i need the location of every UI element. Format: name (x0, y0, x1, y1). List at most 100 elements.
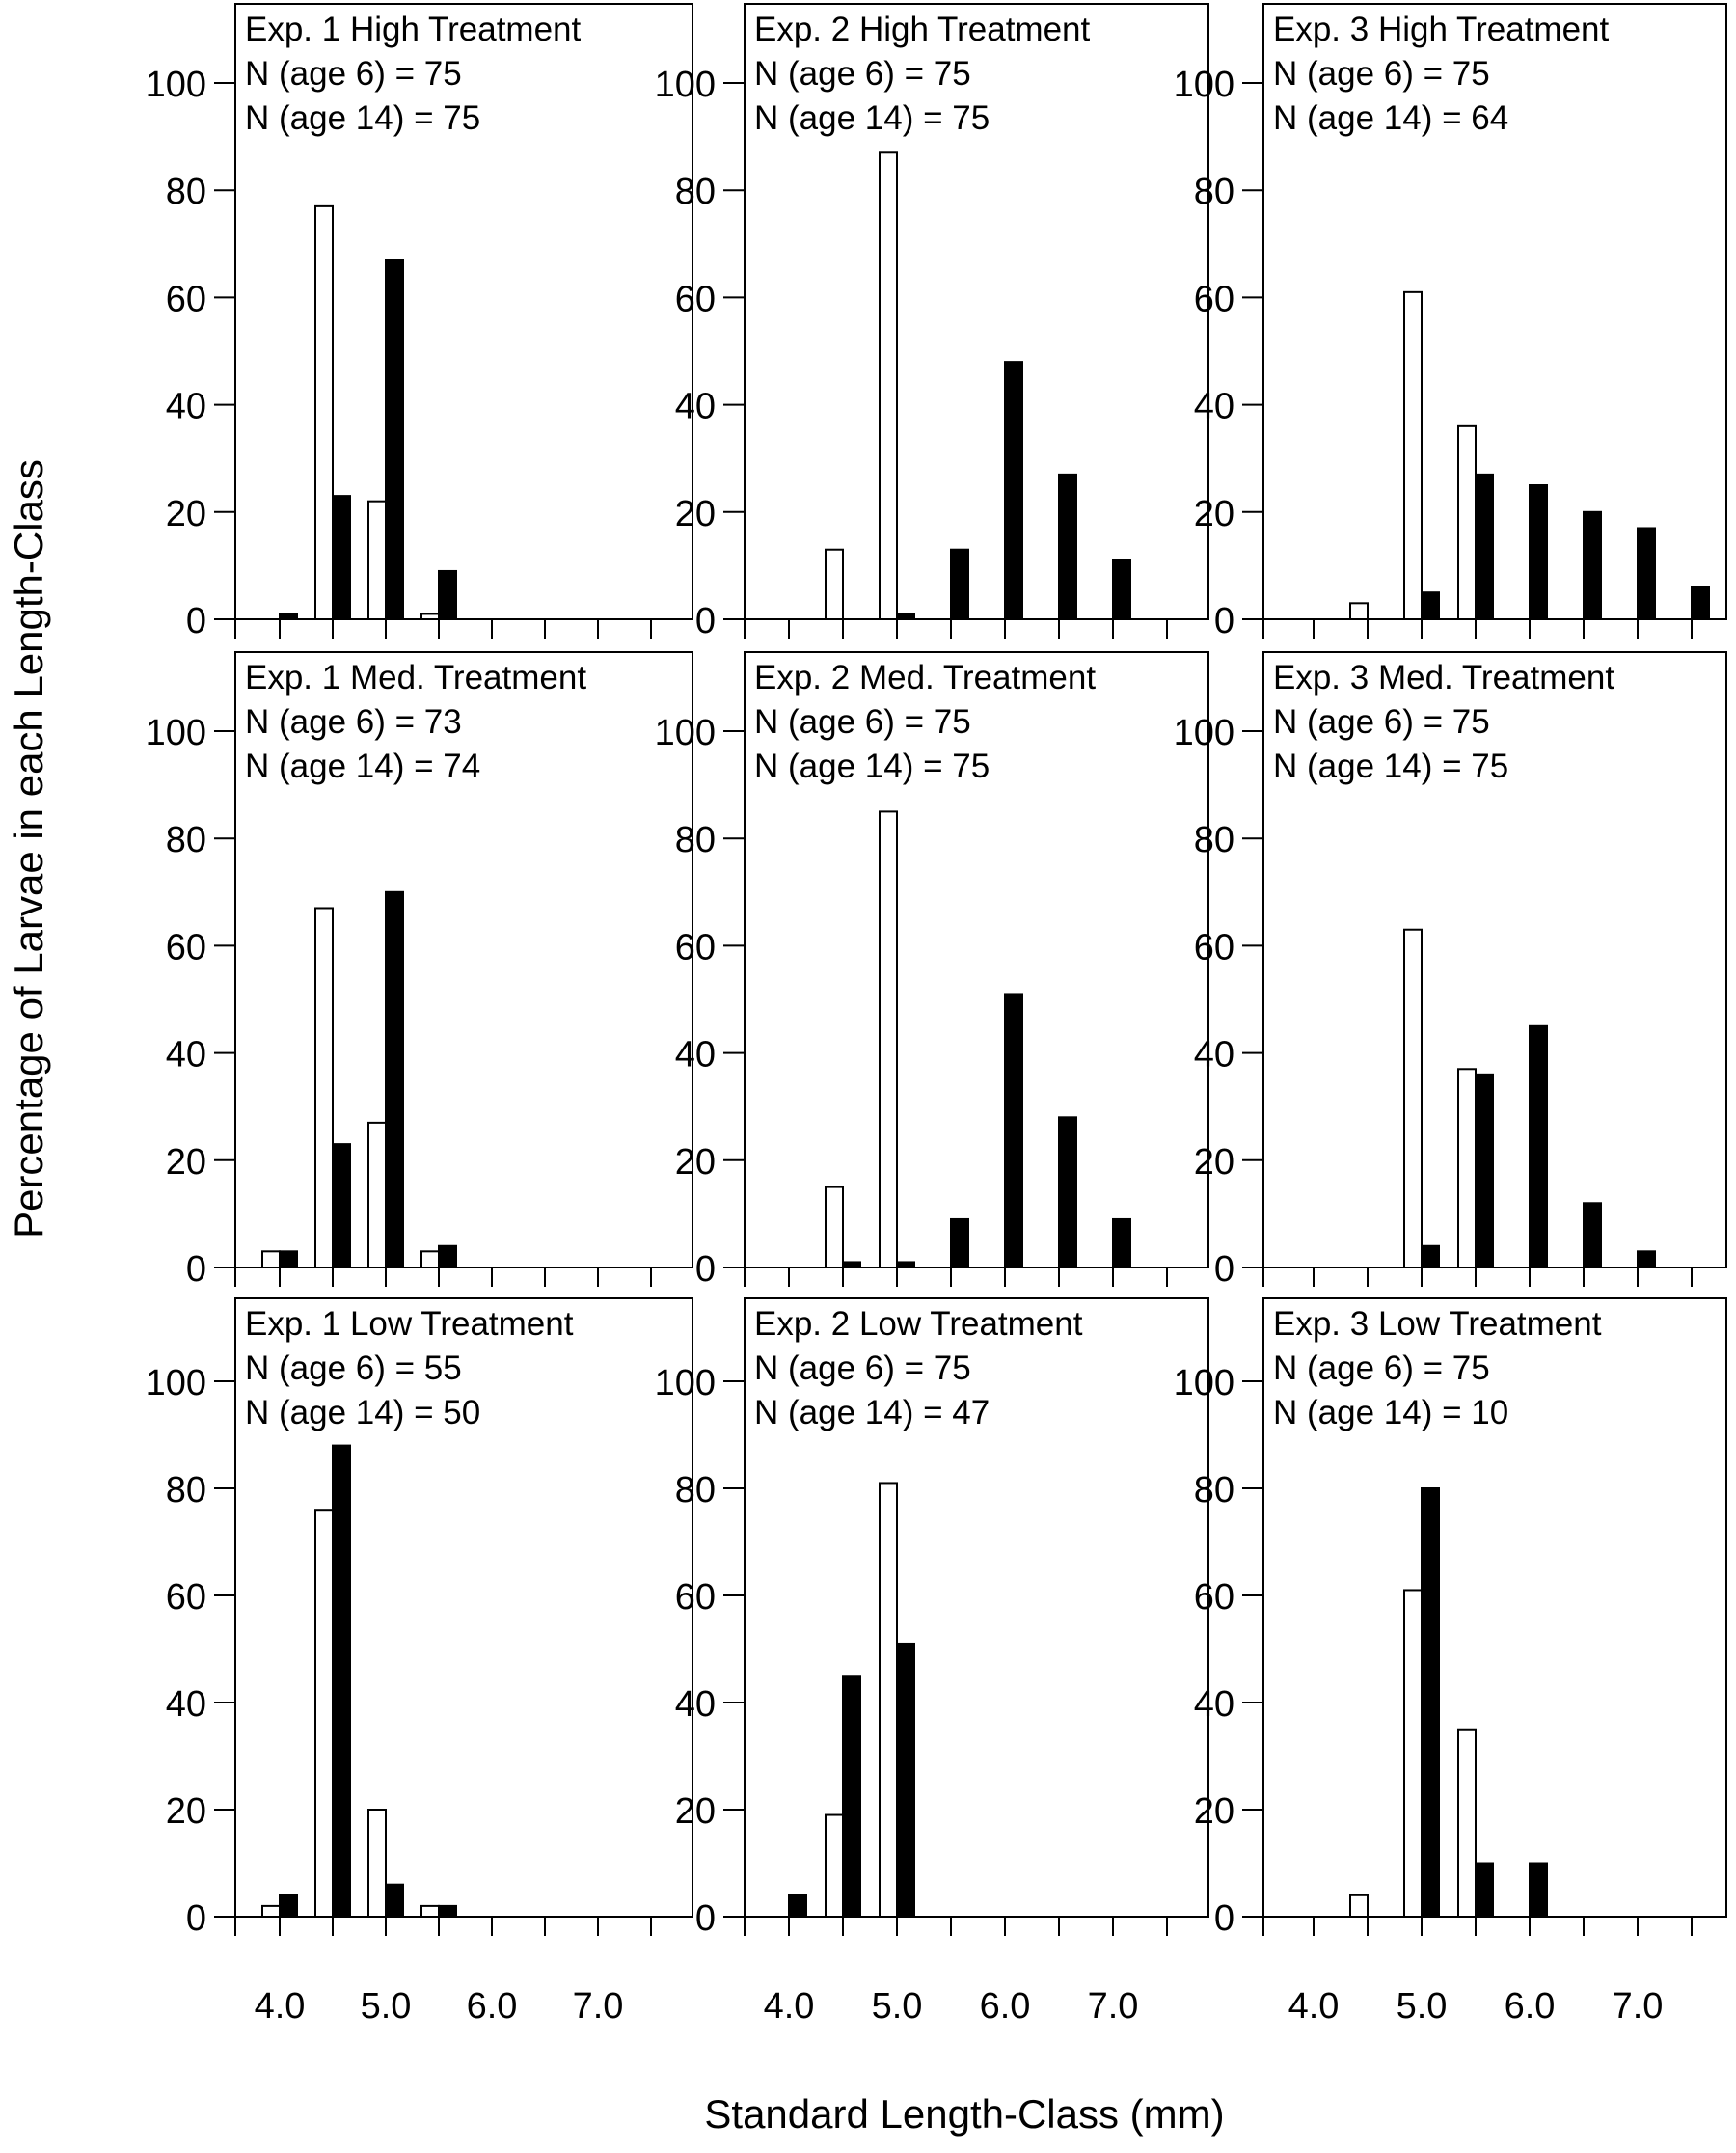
y-tick-label: 60 (166, 279, 206, 319)
bar-age14 (1112, 559, 1131, 621)
y-tick-label: 20 (675, 1791, 716, 1832)
x-tick-label: 4.0 (764, 1986, 815, 2027)
bar-age14 (1637, 527, 1656, 620)
n-age6-label: N (age 6) = 75 (1273, 55, 1490, 93)
bar-age6 (1403, 290, 1423, 620)
y-tick-label: 40 (1194, 1684, 1234, 1725)
y-tick-label: 20 (166, 1142, 206, 1183)
bar-age6 (420, 1250, 440, 1268)
panel-frame (744, 1297, 1209, 1918)
bar-age14 (842, 1261, 861, 1268)
y-tick-label: 60 (675, 279, 716, 319)
bar-age14 (332, 1143, 351, 1268)
y-tick-label: 20 (166, 494, 206, 534)
n-age14-label: N (age 14) = 75 (1273, 748, 1508, 785)
chart-panel: 0 20 40 60 80 100 4.0 5.0 6.0 7.0 Exp. 2 Low Treat… (655, 1297, 1209, 2027)
bar-age14 (279, 613, 298, 621)
bar-age14 (385, 259, 404, 620)
y-tick-label: 100 (1174, 65, 1234, 105)
y-tick-label: 0 (186, 601, 206, 641)
panel-title: Exp. 3 Med. Treatment (1273, 659, 1614, 696)
y-tick-label: 40 (675, 387, 716, 427)
chart-panel: 0 20 40 60 80 100 Exp. 2 High Treatment N (age … (655, 3, 1209, 641)
bar-age6 (1457, 1728, 1477, 1918)
y-tick-label: 60 (1194, 927, 1234, 967)
bar-age6 (825, 1186, 844, 1268)
chart-panel: 0 20 40 60 80 100 Exp. 2 Med. Treatment N (age … (655, 651, 1209, 1290)
n-age14-label: N (age 14) = 75 (754, 748, 990, 785)
bar-age6 (367, 500, 387, 620)
x-axis-label: Standard Length-Class (mm) (704, 2091, 1224, 2137)
bar-age6 (879, 1482, 898, 1918)
bar-age14 (896, 1261, 915, 1268)
n-age6-label: N (age 6) = 55 (245, 1349, 462, 1387)
chart-panel: 0 20 40 60 80 100 Exp. 1 High Treatment N (age … (146, 3, 693, 641)
bar-age14 (1529, 1862, 1548, 1918)
n-age6-label: N (age 6) = 75 (754, 55, 971, 93)
y-tick-label: 20 (1194, 494, 1234, 534)
x-tick-label: 6.0 (1505, 1986, 1556, 2027)
y-tick-label: 0 (695, 1249, 716, 1290)
n-age14-label: N (age 14) = 64 (1273, 99, 1508, 137)
y-tick-label: 0 (1214, 1898, 1234, 1939)
panel-title: Exp. 3 High Treatment (1273, 11, 1609, 48)
bar-age14 (332, 495, 351, 620)
bar-age6 (367, 1121, 387, 1268)
y-tick-label: 0 (695, 1898, 716, 1939)
bar-age6 (1403, 1589, 1423, 1918)
x-tick-label: 7.0 (1613, 1986, 1664, 2027)
panel-frame (1262, 651, 1727, 1268)
bar-age14 (279, 1250, 298, 1268)
panel-frame (234, 1297, 693, 1918)
bar-age6 (1403, 928, 1423, 1268)
bar-age14 (1058, 473, 1077, 620)
y-tick-label: 100 (655, 713, 716, 753)
y-tick-label: 40 (675, 1684, 716, 1725)
n-age6-label: N (age 6) = 75 (1273, 1349, 1490, 1387)
n-age14-label: N (age 14) = 75 (245, 99, 480, 137)
y-tick-label: 100 (146, 65, 206, 105)
y-tick-label: 100 (1174, 1363, 1234, 1404)
chart-panel: 0 20 40 60 80 100 4.0 5.0 6.0 7.0 Exp. 3 Low Treat… (1174, 1297, 1727, 2027)
y-tick-label: 80 (1194, 172, 1234, 212)
y-tick-label: 40 (166, 1035, 206, 1076)
chart-panel: 0 20 40 60 80 100 Exp. 3 Med. Treatment N (age … (1174, 651, 1727, 1290)
n-age14-label: N (age 14) = 10 (1273, 1394, 1508, 1431)
x-tick-label: 7.0 (1088, 1986, 1139, 2027)
panel-frame (234, 651, 693, 1268)
bar-age14 (788, 1894, 807, 1919)
x-tick-label: 4.0 (255, 1986, 306, 2027)
bar-age14 (1475, 1073, 1494, 1268)
n-age6-label: N (age 6) = 75 (1273, 703, 1490, 741)
bar-age14 (1475, 473, 1494, 620)
x-tick-label: 5.0 (361, 1986, 412, 2027)
x-tick-label: 5.0 (1397, 1986, 1448, 2027)
panel-title: Exp. 1 Low Treatment (245, 1305, 574, 1343)
bar-age6 (1349, 1894, 1369, 1919)
bar-age14 (896, 1642, 915, 1918)
panel-frame (1262, 1297, 1727, 1918)
y-tick-label: 20 (1194, 1791, 1234, 1832)
y-tick-label: 80 (166, 172, 206, 212)
bar-age14 (1691, 586, 1710, 621)
y-tick-label: 40 (1194, 1035, 1234, 1076)
bar-age14 (1004, 361, 1023, 620)
bar-age6 (261, 1250, 281, 1268)
bar-age14 (950, 548, 969, 620)
y-tick-label: 20 (1194, 1142, 1234, 1183)
x-tick-label: 7.0 (573, 1986, 624, 2027)
bar-age6 (825, 1813, 844, 1919)
panel-title: Exp. 2 Med. Treatment (754, 659, 1096, 696)
panel-title: Exp. 2 Low Treatment (754, 1305, 1083, 1343)
x-tick-label: 5.0 (872, 1986, 923, 2027)
x-tick-label: 6.0 (980, 1986, 1031, 2027)
bar-age6 (1349, 602, 1369, 621)
bar-age14 (1475, 1862, 1494, 1918)
bar-age14 (385, 1883, 404, 1918)
panel-frame (234, 3, 693, 620)
chart-panel: 0 20 40 60 80 100 Exp. 3 High Treatment N (age … (1174, 3, 1727, 641)
y-tick-label: 80 (675, 1470, 716, 1511)
bar-age6 (420, 1904, 440, 1919)
y-tick-label: 80 (1194, 820, 1234, 860)
